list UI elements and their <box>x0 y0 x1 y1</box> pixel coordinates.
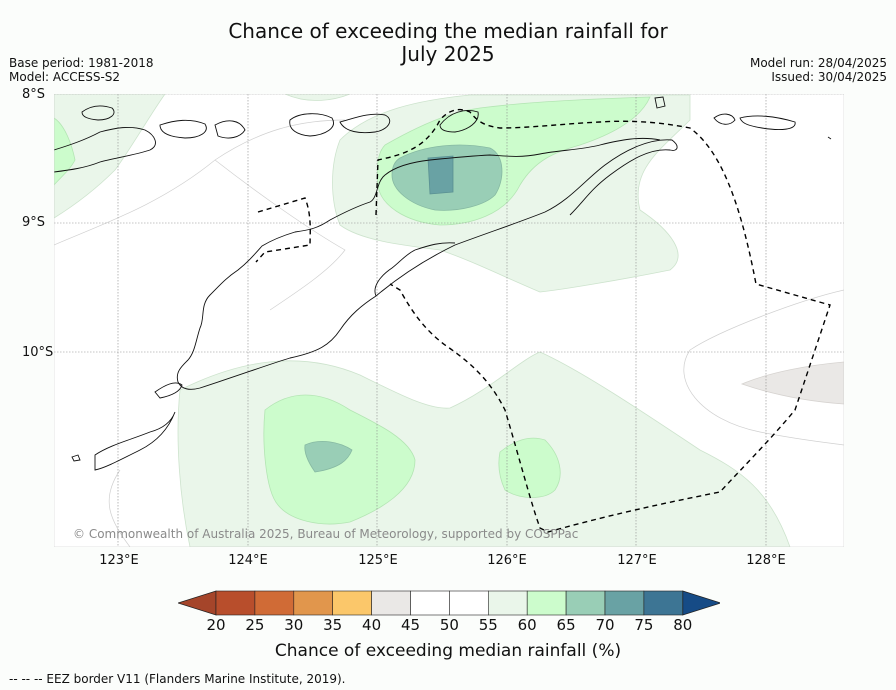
eez-border <box>255 108 831 533</box>
timor-coast-north <box>375 139 678 297</box>
model-run: Model run: 28/04/2025 <box>749 56 887 70</box>
lon-label-125e: 125°E <box>358 553 398 568</box>
colorbar-segment <box>449 590 489 616</box>
rote-island <box>154 382 183 399</box>
flores-coast <box>54 126 156 173</box>
coastlines <box>54 96 832 471</box>
colorbar-segment <box>643 590 684 616</box>
faint-contour-lines <box>54 119 844 547</box>
small-dot-east <box>827 136 832 140</box>
pantar-island <box>289 113 334 137</box>
lon-label-127e: 127°E <box>617 553 657 568</box>
contour-55-60-west <box>54 94 166 219</box>
lat-label-10s: 10°S <box>22 345 54 360</box>
lon-label-128e: 128°E <box>746 553 786 568</box>
sawu-islands <box>94 411 176 471</box>
colorbar-tick-label: 80 <box>673 616 693 634</box>
lat-label-9s: 9°S <box>22 215 46 230</box>
colorbar-tick-label: 70 <box>595 616 615 634</box>
base-period: Base period: 1981-2018 <box>9 56 154 70</box>
colorbar-tick-label: 35 <box>323 616 343 634</box>
colorbar-tick-label: 20 <box>206 616 226 634</box>
colorbar-segment <box>371 590 411 616</box>
colorbar-tick-label: 40 <box>362 616 382 634</box>
colorbar-segment <box>487 590 528 616</box>
colorbar <box>178 590 720 616</box>
colorbar-segment <box>254 590 295 616</box>
small-island-3 <box>739 115 796 130</box>
colorbar-segment <box>215 590 256 616</box>
colorbar-title: Chance of exceeding median rainfall (%) <box>274 641 622 661</box>
colorbar-extend-high <box>682 590 720 616</box>
colorbar-segment <box>332 590 372 616</box>
small-island-2 <box>713 113 736 125</box>
contour-70-75-north <box>427 155 454 195</box>
eez-legend-note: -- -- -- EEZ border V11 (Flanders Marine… <box>9 672 346 686</box>
solor-islands <box>159 119 207 139</box>
probability-contours <box>54 94 844 547</box>
contour-65-70-south <box>304 440 353 473</box>
issued-date: Issued: 30/04/2025 <box>771 70 887 84</box>
colorbar-segment <box>526 590 567 616</box>
timor-coast-main <box>374 242 456 297</box>
title-line-2: July 2025 <box>401 42 495 66</box>
contour-60-65-south-right <box>498 437 561 498</box>
colorbar-tick-label: 25 <box>245 616 265 634</box>
copyright-notice: © Commonwealth of Australia 2025, Bureau… <box>73 527 579 541</box>
map-canvas <box>54 94 844 547</box>
colorbar-tick-label: 50 <box>439 616 459 634</box>
title-line-1: Chance of exceeding the median rainfall … <box>228 19 668 43</box>
lembata-island <box>214 120 246 139</box>
timor-coast-south <box>177 295 377 390</box>
colorbar-tick-label: 55 <box>478 616 498 634</box>
colorbar-segment <box>565 590 606 616</box>
lon-label-126e: 126°E <box>487 553 527 568</box>
sawu-small <box>71 454 81 462</box>
timor-west-coast <box>176 137 661 383</box>
map-title: Chance of exceeding the median rainfall … <box>0 20 896 66</box>
colorbar-tick-label: 75 <box>634 616 654 634</box>
model-info: Base period: 1981-2018 Model: ACCESS-S2 <box>9 56 154 84</box>
contour-40-45-east <box>740 361 844 405</box>
run-info: Model run: 28/04/2025 Issued: 30/04/2025 <box>750 56 887 84</box>
colorbar-tick-label: 60 <box>517 616 537 634</box>
colorbar-tick-label: 65 <box>556 616 576 634</box>
lon-label-124e: 124°E <box>228 553 268 568</box>
lon-label-123e: 123°E <box>99 553 139 568</box>
flores-north <box>81 105 115 121</box>
alor-island <box>339 113 391 134</box>
graticule <box>54 94 844 547</box>
colorbar-tick-label: 30 <box>284 616 304 634</box>
wetar-island <box>439 110 479 133</box>
colorbar-segment <box>604 590 645 616</box>
contour-60-65-west <box>54 117 76 186</box>
colorbar-tick-label: 45 <box>400 616 421 634</box>
small-island-1 <box>654 96 666 109</box>
colorbar-extend-low <box>178 590 217 616</box>
colorbar-segment <box>410 590 450 616</box>
lat-label-8s: 8°S <box>22 87 46 102</box>
model-name: Model: ACCESS-S2 <box>9 70 121 84</box>
colorbar-segment <box>293 590 334 616</box>
